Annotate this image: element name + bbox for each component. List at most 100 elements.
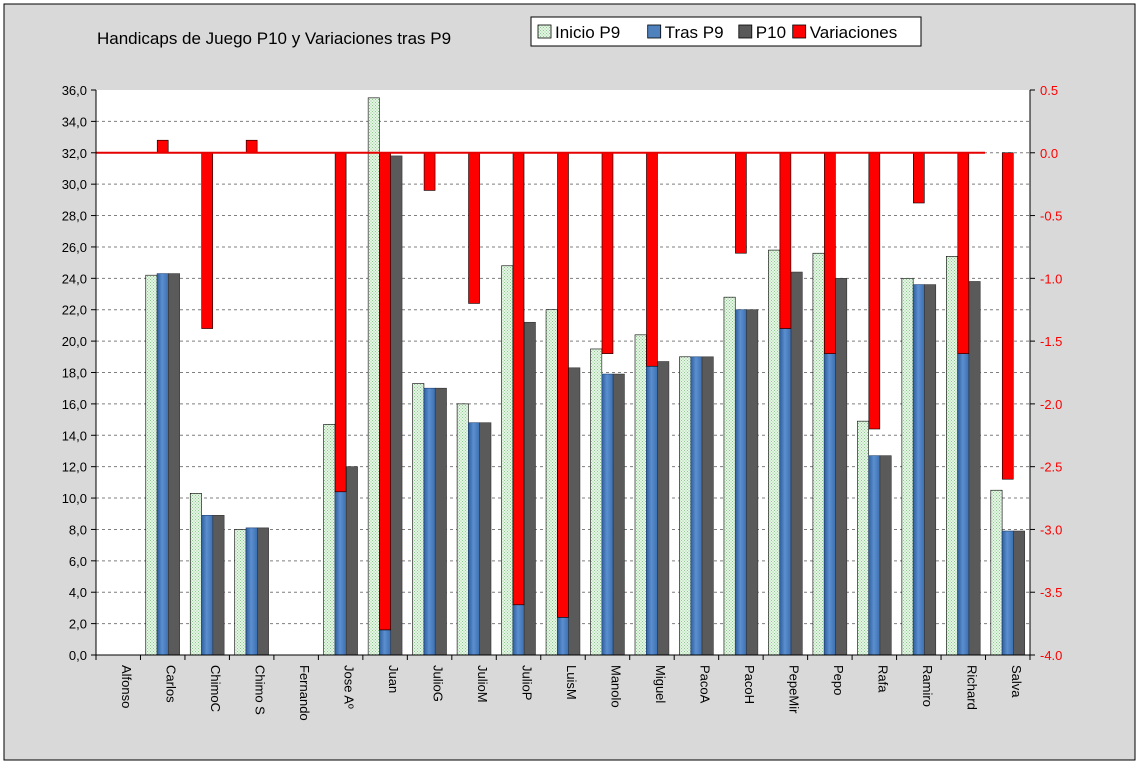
bar-tras-p9-salva bbox=[1001, 530, 1014, 656]
x-label-ramiro: Ramiro bbox=[920, 665, 935, 707]
bar-variaciones-manolo bbox=[601, 152, 614, 354]
bar-p10-chimo-s bbox=[257, 527, 269, 656]
bar-p10-juliop bbox=[523, 321, 536, 656]
left-tick-label: 0,0 bbox=[69, 648, 87, 663]
bar-inicio-p9-juliog bbox=[412, 383, 425, 656]
bar-inicio-p9-chimo-s bbox=[234, 529, 247, 656]
legend-swatch-p10 bbox=[738, 24, 753, 39]
bar-inicio-p9-salva bbox=[990, 489, 1003, 656]
bar-p10-chimoc bbox=[212, 515, 225, 656]
x-label-juliog: JulioG bbox=[431, 665, 446, 702]
legend-label-inicio-p9: Inicio P9 bbox=[555, 23, 620, 42]
bar-variaciones-juan bbox=[379, 152, 391, 631]
bar-tras-p9-juan bbox=[379, 629, 392, 656]
x-label-juliop: JulioP bbox=[520, 665, 535, 700]
bar-variaciones-chimoc bbox=[201, 152, 213, 329]
legend: Inicio P9 Tras P9 P10 Variaciones bbox=[530, 16, 922, 47]
bar-tras-p9-pepo bbox=[823, 353, 836, 656]
left-tick-label: 18,0 bbox=[62, 366, 87, 381]
bar-variaciones-chimo-s bbox=[245, 139, 258, 154]
bar-inicio-p9-pacoh bbox=[723, 296, 736, 656]
right-tick-label: 0.0 bbox=[1040, 146, 1058, 161]
bar-tras-p9-rafa bbox=[868, 455, 881, 656]
bar-inicio-p9-pepo bbox=[812, 252, 825, 656]
bar-tras-p9-chimo-s bbox=[245, 527, 258, 656]
bar-inicio-p9-carlos bbox=[145, 274, 158, 656]
bar-p10-pepemir bbox=[790, 271, 803, 656]
bar-inicio-p9-chimoc bbox=[189, 493, 202, 656]
bar-p10-pepo bbox=[835, 278, 848, 656]
x-label-fernando: Fernando bbox=[297, 665, 312, 721]
bar-variaciones-juliom bbox=[468, 152, 480, 304]
bar-tras-p9-ramiro bbox=[912, 284, 925, 656]
x-label-salva: Salva bbox=[1009, 665, 1024, 698]
bar-p10-juliom bbox=[479, 422, 492, 656]
left-tick-label: 32,0 bbox=[62, 146, 87, 161]
bar-tras-p9-juliom bbox=[468, 422, 480, 656]
left-tick-label: 24,0 bbox=[62, 271, 87, 286]
bar-variaciones-pepo bbox=[824, 152, 836, 354]
legend-swatch-variaciones bbox=[792, 24, 807, 39]
bar-p10-jose-a bbox=[345, 466, 358, 656]
bar-p10-miguel bbox=[657, 361, 670, 656]
x-label-luism: LuisM bbox=[564, 665, 579, 700]
left-tick-label: 22,0 bbox=[62, 303, 87, 318]
chart-title: Handicaps de Juego P10 y Variaciones tra… bbox=[97, 29, 451, 48]
bar-tras-p9-juliog bbox=[423, 387, 436, 656]
bar-inicio-p9-rafa bbox=[857, 420, 869, 656]
bar-tras-p9-carlos bbox=[156, 273, 169, 656]
bar-variaciones-pepemir bbox=[779, 152, 792, 329]
bar-p10-juan bbox=[390, 155, 403, 656]
left-tick-label: 26,0 bbox=[62, 240, 87, 255]
left-tick-label: 36,0 bbox=[62, 83, 87, 98]
bar-inicio-p9-juliom bbox=[456, 403, 469, 656]
x-label-alfonso: Alfonso bbox=[119, 665, 134, 708]
bar-inicio-p9-manolo bbox=[590, 348, 603, 656]
right-tick-label: -0.5 bbox=[1040, 209, 1062, 224]
x-label-carlos: Carlos bbox=[164, 665, 179, 703]
bar-variaciones-rafa bbox=[868, 152, 881, 430]
x-label-pacoh: PacoH bbox=[742, 665, 757, 704]
bar-variaciones-juliop bbox=[512, 152, 525, 606]
x-label-richard: Richard bbox=[964, 665, 979, 710]
bar-p10-carlos bbox=[168, 273, 180, 656]
left-tick-label: 30,0 bbox=[62, 177, 87, 192]
bar-inicio-p9-juliop bbox=[501, 265, 514, 656]
left-tick-label: 2,0 bbox=[69, 617, 87, 632]
left-tick-label: 20,0 bbox=[62, 334, 87, 349]
bar-p10-manolo bbox=[612, 373, 625, 656]
bar-tras-p9-richard bbox=[957, 353, 970, 656]
right-tick-label: -2.5 bbox=[1040, 460, 1062, 475]
left-tick-label: 4,0 bbox=[69, 585, 87, 600]
bar-tras-p9-miguel bbox=[646, 365, 658, 656]
x-label-pacoa: PacoA bbox=[697, 665, 712, 704]
bar-inicio-p9-jose-a bbox=[323, 423, 336, 656]
bar-variaciones-jose-a bbox=[334, 152, 347, 493]
right-tick-label: -1.0 bbox=[1040, 271, 1062, 286]
right-tick-label: 0.5 bbox=[1040, 83, 1058, 98]
bar-inicio-p9-juan bbox=[367, 97, 380, 656]
x-label-jose-a: Jose Aº bbox=[342, 665, 357, 709]
left-tick-label: 34,0 bbox=[62, 114, 87, 129]
left-tick-label: 6,0 bbox=[69, 554, 87, 569]
bar-inicio-p9-pacoa bbox=[679, 356, 692, 656]
bar-inicio-p9-luism bbox=[545, 309, 558, 656]
left-tick-label: 28,0 bbox=[62, 209, 87, 224]
bar-p10-rafa bbox=[879, 455, 892, 656]
legend-label-p10: P10 bbox=[756, 23, 786, 42]
left-tick-label: 14,0 bbox=[62, 428, 87, 443]
bar-variaciones-richard bbox=[957, 152, 970, 354]
x-label-chimo-s: Chimo S bbox=[253, 665, 268, 715]
right-tick-label: -1.5 bbox=[1040, 334, 1062, 349]
right-tick-label: -2.0 bbox=[1040, 397, 1062, 412]
bar-tras-p9-pacoa bbox=[690, 356, 703, 656]
left-tick-label: 10,0 bbox=[62, 491, 87, 506]
x-label-juliom: JulioM bbox=[475, 665, 490, 703]
bar-tras-p9-chimoc bbox=[201, 515, 214, 656]
x-label-miguel: Miguel bbox=[653, 665, 668, 703]
bar-p10-pacoa bbox=[701, 356, 714, 656]
bar-inicio-p9-miguel bbox=[634, 334, 647, 656]
legend-label-tras-p9: Tras P9 bbox=[665, 23, 724, 42]
